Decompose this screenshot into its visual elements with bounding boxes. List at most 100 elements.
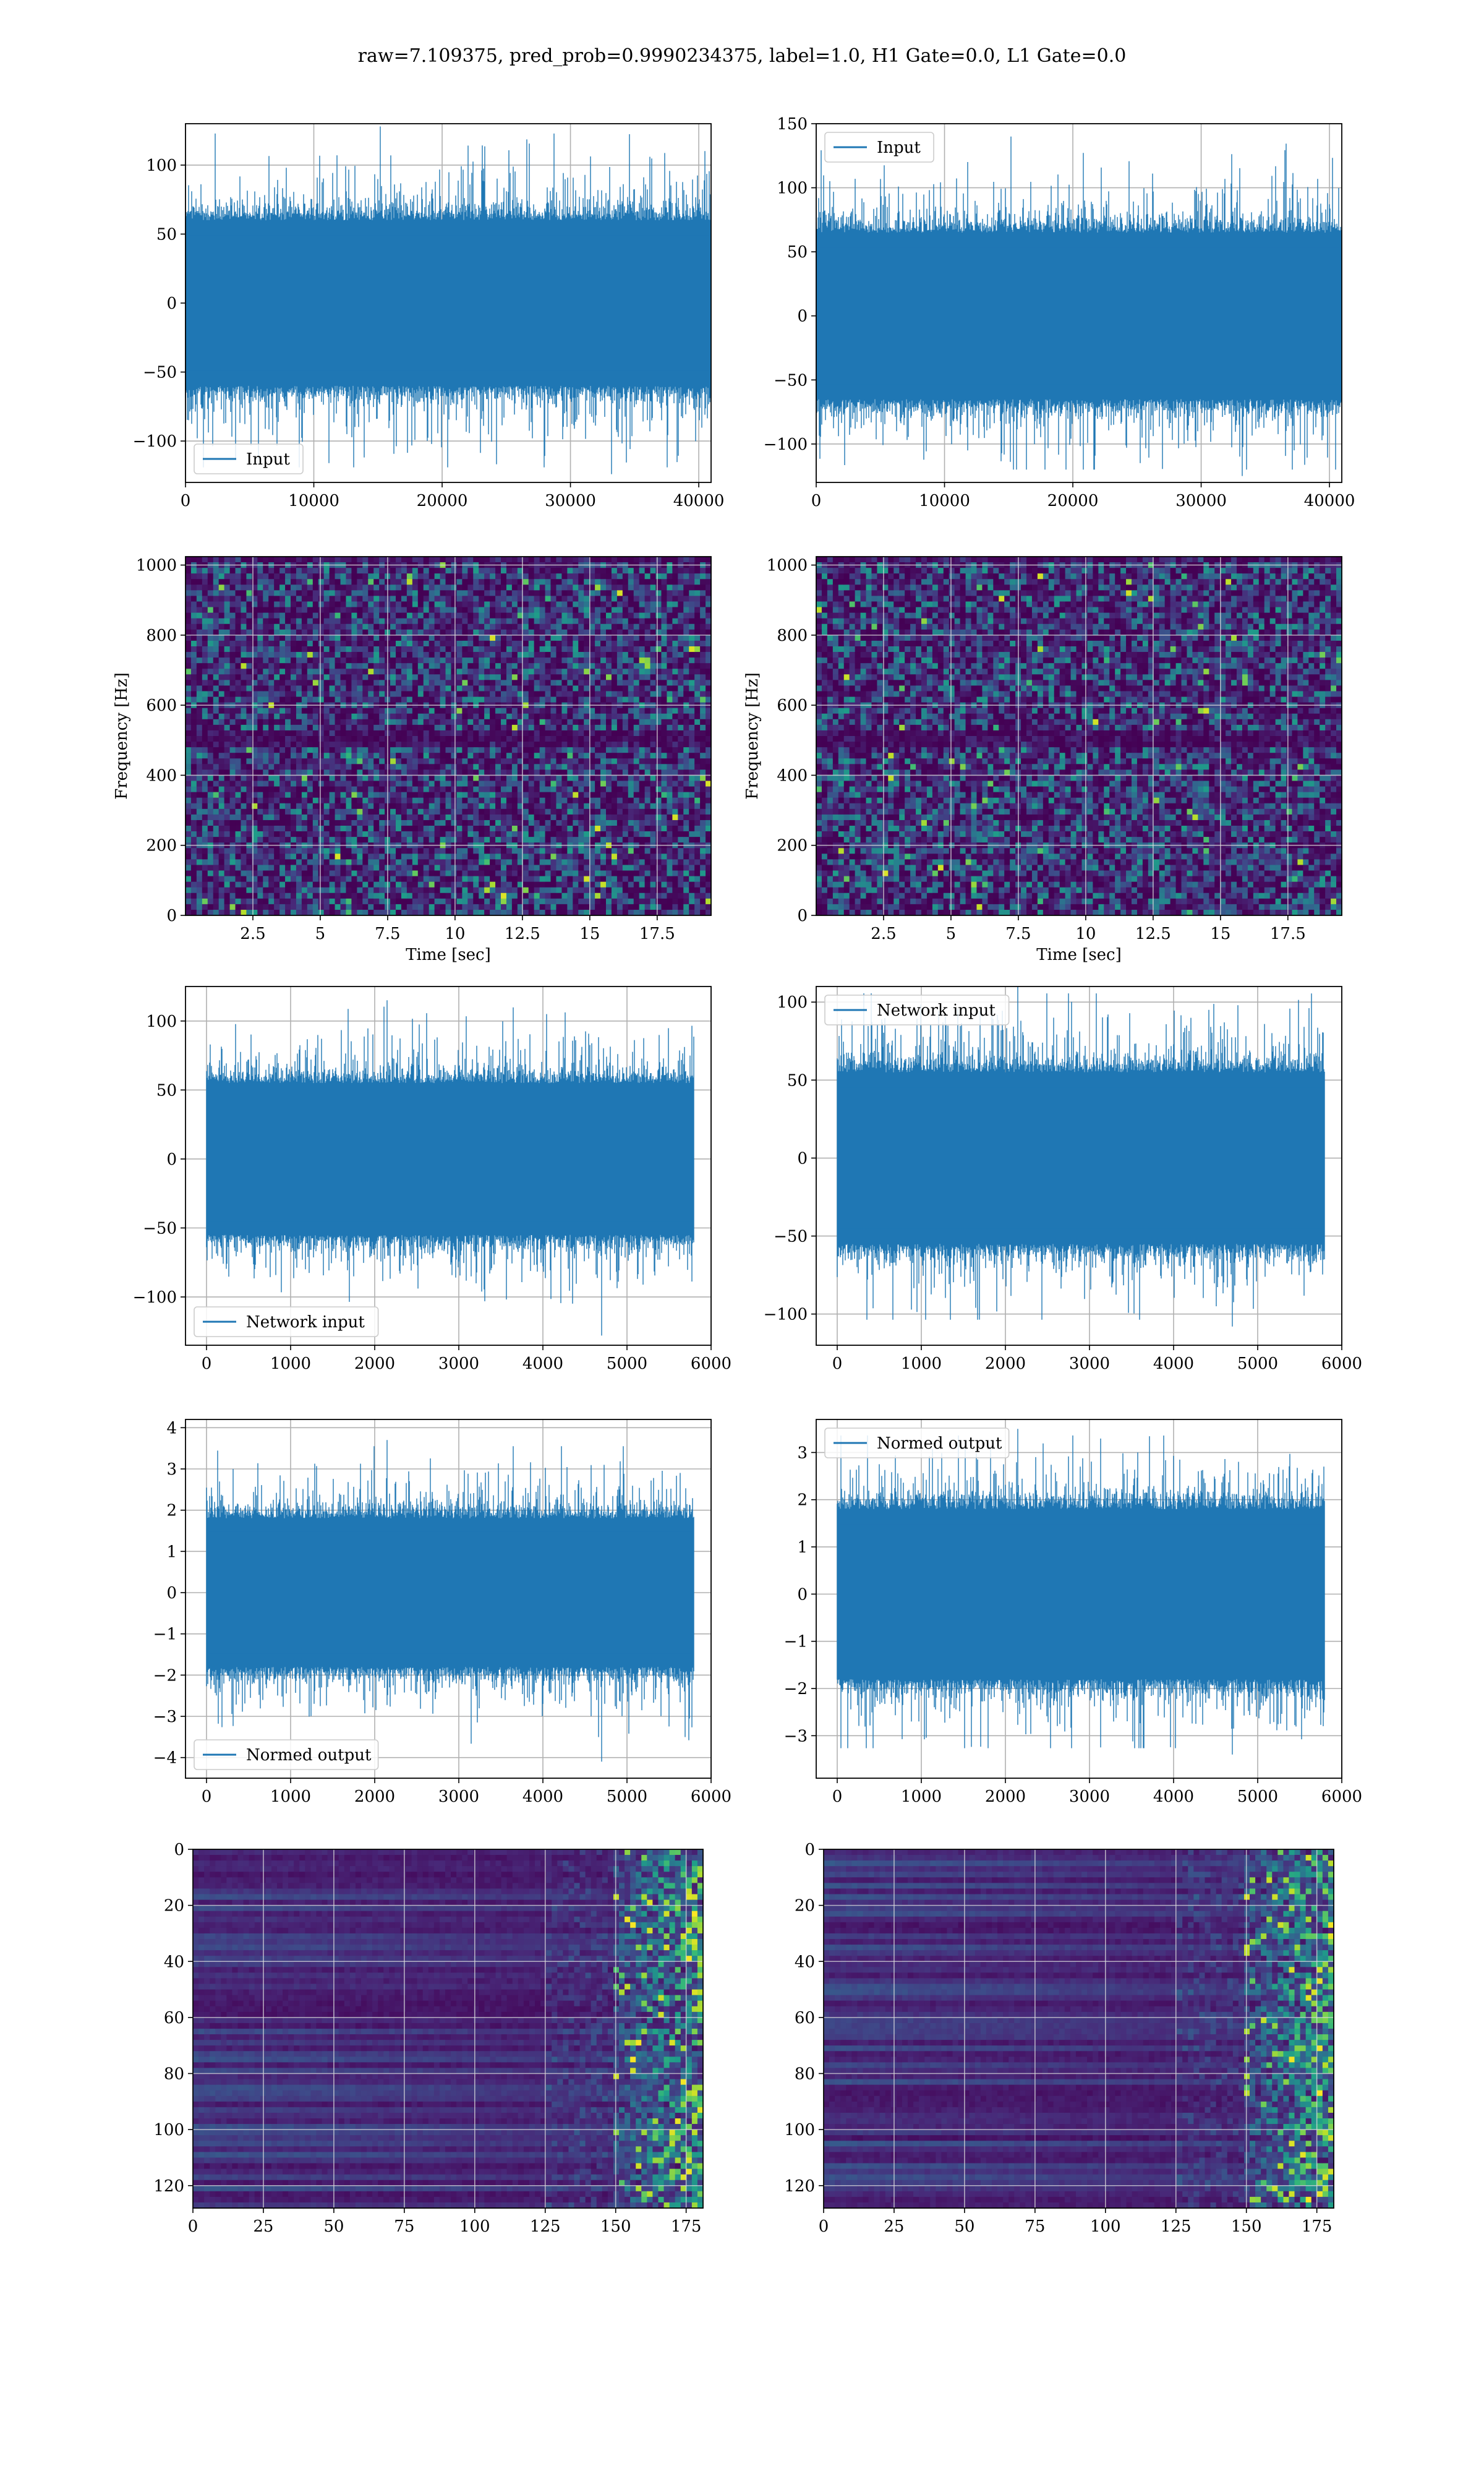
spec-h1-heatmap-cell <box>218 646 225 653</box>
spec-h1-heatmap-cell <box>274 837 280 843</box>
spec-h1-heatmap-cell <box>274 786 280 793</box>
spec-h1-heatmap-cell <box>213 837 220 843</box>
spec-h1-heatmap-cell <box>335 719 341 726</box>
spec-h1-heatmap-cell <box>235 730 242 737</box>
spec-h1-heatmap-cell <box>561 820 568 826</box>
spec-h1-heatmap-cell <box>584 854 590 860</box>
spec-h1-heatmap-cell <box>307 781 313 787</box>
spec-h1-heatmap-cell <box>556 892 563 899</box>
spec-h1-heatmap-cell <box>368 713 374 720</box>
spec-h1-heatmap-cell <box>241 870 247 877</box>
spec-h1-heatmap-cell <box>539 584 546 591</box>
spec-h1-heatmap-cell <box>440 713 446 720</box>
spec-h1-heatmap-cell <box>429 747 435 753</box>
spec-h1-heatmap-cell <box>467 629 474 636</box>
spec-h1-heatmap-cell <box>362 730 369 737</box>
spec-h1-heatmap-cell <box>285 837 291 843</box>
spec-h1-heatmap-cell <box>291 803 297 810</box>
spec-h1-heatmap-cell <box>534 719 540 726</box>
spec-h1-heatmap-cell <box>323 713 330 720</box>
spec-h1-heatmap-cell <box>545 814 552 821</box>
spec-h1-heatmap-cell <box>307 736 313 742</box>
spec-h1-heatmap-cell <box>224 814 231 821</box>
spec-h1-heatmap-cell <box>318 803 325 810</box>
spec-h1-heatmap-cell <box>506 775 513 782</box>
spec-h1-heatmap-cell <box>506 724 513 731</box>
spec-h1-heatmap-cell <box>479 797 485 804</box>
spec-h1-heatmap-cell <box>467 568 474 574</box>
spec-h1-heatmap-cell <box>506 854 513 860</box>
spec-h1-heatmap-cell <box>501 612 507 619</box>
spec-h1-heatmap-cell <box>412 685 419 692</box>
spec-h1-heatmap-cell <box>561 887 568 894</box>
spec-h1-heatmap-cell <box>451 870 458 877</box>
spec-h1-heatmap-cell <box>218 865 225 871</box>
spec-h1-heatmap-cell <box>429 909 435 916</box>
spec-h1-heatmap-cell <box>396 612 402 619</box>
spec-h1-heatmap-cell <box>467 781 474 787</box>
spec-h1-heatmap-cell <box>484 730 490 737</box>
spec-h1-heatmap-cell <box>390 612 396 619</box>
spec-h1-heatmap-cell <box>589 680 595 687</box>
spec-h1-heatmap-cell <box>373 758 380 764</box>
spec-h1-heatmap-cell <box>346 781 352 787</box>
spec-h1-heatmap-cell <box>362 640 369 647</box>
spec-h1-heatmap-cell <box>379 909 385 916</box>
spec-h1-heatmap-cell <box>202 887 208 894</box>
spec-h1-heatmap-cell <box>556 769 563 776</box>
spec-h1-heatmap-cell <box>545 781 552 787</box>
spec-h1-heatmap-cell <box>229 584 236 591</box>
spec-h1-heatmap-cell <box>224 635 231 641</box>
spec-h1-heatmap-cell <box>506 573 513 580</box>
spec-h1-heatmap-cell <box>190 909 197 916</box>
spec-h1-heatmap-cell <box>511 557 518 563</box>
spec-h1-heatmap-cell <box>456 657 463 664</box>
spec-h1-heatmap-cell <box>434 837 441 843</box>
spec-h1-heatmap-cell <box>406 769 413 776</box>
spec-h1-heatmap-cell <box>279 814 286 821</box>
spec-h1-heatmap-cell <box>235 775 242 782</box>
spec-h1-heatmap-cell <box>218 652 225 658</box>
spec-h1-heatmap-cell <box>567 652 573 658</box>
spec-h1-heatmap-cell <box>511 786 518 793</box>
spec-h1-heatmap-cell <box>368 792 374 798</box>
spec-h1-heatmap-cell <box>368 781 374 787</box>
spec-h1-heatmap-cell <box>285 909 291 916</box>
spec-h1-heatmap-cell <box>479 612 485 619</box>
spec-h1-heatmap-cell <box>390 775 396 782</box>
spec-h1-heatmap-cell <box>368 881 374 888</box>
spec-h1-heatmap-cell <box>340 657 347 664</box>
spec-h1-heatmap-cell <box>506 786 513 793</box>
spec-h1-heatmap-cell <box>534 736 540 742</box>
spec-h1-heatmap-cell <box>279 764 286 770</box>
spec-h1-heatmap-cell <box>429 786 435 793</box>
spec-h1-heatmap-cell <box>606 601 612 608</box>
spec-h1-heatmap-cell <box>456 892 463 899</box>
spec-h1-heatmap-cell <box>406 747 413 753</box>
spec-h1-heatmap-cell <box>451 892 458 899</box>
spec-h1-heatmap-cell <box>257 781 263 787</box>
spec-h1-heatmap-cell <box>213 876 220 883</box>
spec-h1-heatmap-cell <box>534 568 540 574</box>
spec-h1-heatmap-cell <box>379 769 385 776</box>
spec-h1-heatmap-cell <box>357 657 363 664</box>
spec-h1-heatmap-cell <box>312 820 319 826</box>
spec-h1-heatmap-cell <box>246 814 252 821</box>
spec-h1-heatmap-cell <box>340 898 347 905</box>
spec-h1-heatmap-cell <box>589 719 595 726</box>
spec-h1-heatmap-cell <box>528 865 535 871</box>
spec-h1-heatmap-cell <box>379 837 385 843</box>
spec-h1-heatmap-cell <box>368 618 374 625</box>
spec-h1-heatmap-cell <box>567 820 573 826</box>
spec-h1-heatmap-cell <box>235 652 242 658</box>
spec-h1-heatmap-cell <box>417 753 424 759</box>
spec-h1-heatmap-cell <box>196 892 203 899</box>
spec-h1-heatmap-cell <box>229 618 236 625</box>
spec-h1-heatmap-cell <box>213 663 220 669</box>
spec-h1-heatmap-cell <box>190 859 197 866</box>
spec-h1-heatmap-cell <box>423 635 430 641</box>
spec-h1-heatmap-cell <box>517 680 524 687</box>
spec-h1-heatmap-cell <box>202 881 208 888</box>
spec-h1-heatmap-cell <box>456 623 463 630</box>
spec-h1-heatmap-cell <box>479 669 485 675</box>
